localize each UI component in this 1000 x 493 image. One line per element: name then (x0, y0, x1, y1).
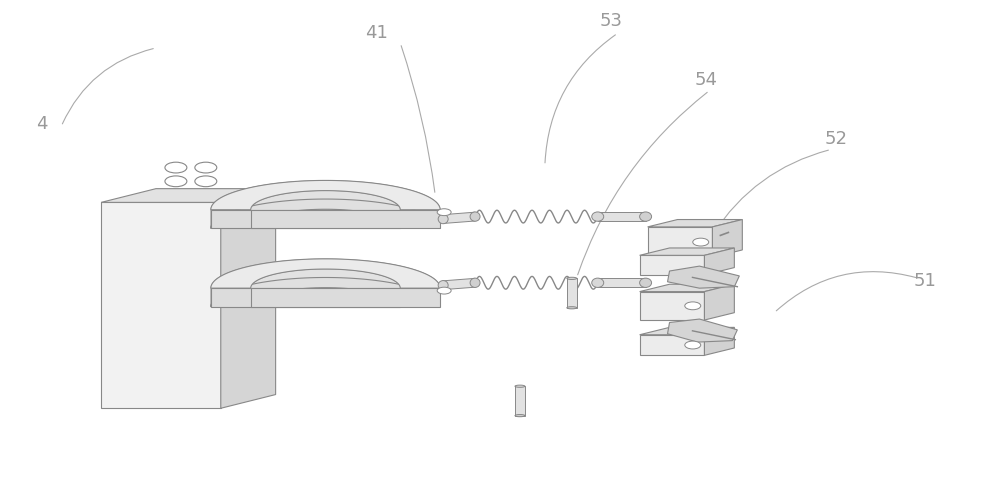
Circle shape (165, 162, 187, 173)
Ellipse shape (567, 307, 577, 309)
Polygon shape (101, 203, 221, 408)
Polygon shape (704, 327, 734, 355)
Ellipse shape (640, 212, 652, 221)
Ellipse shape (515, 385, 525, 387)
Circle shape (437, 209, 451, 215)
Polygon shape (211, 180, 440, 210)
Ellipse shape (592, 212, 604, 221)
Polygon shape (598, 212, 646, 221)
Polygon shape (251, 288, 440, 307)
Ellipse shape (470, 278, 480, 287)
Circle shape (195, 162, 217, 173)
Polygon shape (211, 278, 440, 307)
Polygon shape (640, 291, 704, 320)
Polygon shape (712, 219, 742, 257)
Text: 52: 52 (824, 130, 847, 147)
Text: 4: 4 (36, 115, 48, 133)
Polygon shape (221, 189, 276, 408)
Polygon shape (251, 191, 400, 228)
Text: 51: 51 (914, 272, 937, 290)
Polygon shape (668, 266, 739, 288)
Ellipse shape (592, 278, 604, 287)
Polygon shape (668, 319, 737, 342)
Text: 54: 54 (694, 70, 717, 89)
Ellipse shape (438, 214, 448, 224)
Polygon shape (211, 259, 440, 307)
Polygon shape (211, 210, 400, 228)
Polygon shape (648, 227, 712, 257)
Ellipse shape (470, 212, 480, 221)
Polygon shape (640, 327, 734, 335)
Polygon shape (640, 284, 734, 291)
Circle shape (685, 341, 701, 349)
Ellipse shape (438, 281, 448, 290)
Ellipse shape (640, 278, 652, 287)
Polygon shape (640, 255, 704, 275)
Polygon shape (251, 269, 400, 307)
Circle shape (165, 176, 187, 187)
Polygon shape (443, 279, 475, 290)
Circle shape (685, 302, 701, 310)
Polygon shape (640, 248, 734, 255)
Text: 53: 53 (600, 12, 623, 30)
Polygon shape (443, 212, 475, 223)
Circle shape (195, 176, 217, 187)
Ellipse shape (515, 415, 525, 417)
Polygon shape (567, 279, 577, 308)
Polygon shape (704, 284, 734, 320)
Polygon shape (211, 259, 440, 288)
Polygon shape (211, 199, 440, 228)
Polygon shape (704, 248, 734, 275)
Polygon shape (640, 335, 704, 355)
Polygon shape (515, 386, 525, 416)
Polygon shape (211, 288, 400, 307)
Circle shape (693, 238, 709, 246)
Ellipse shape (567, 277, 577, 280)
Polygon shape (251, 210, 440, 228)
Text: 41: 41 (365, 24, 388, 42)
Polygon shape (598, 279, 646, 287)
Polygon shape (648, 219, 742, 227)
Polygon shape (211, 180, 440, 228)
Circle shape (437, 287, 451, 294)
Polygon shape (101, 189, 276, 203)
